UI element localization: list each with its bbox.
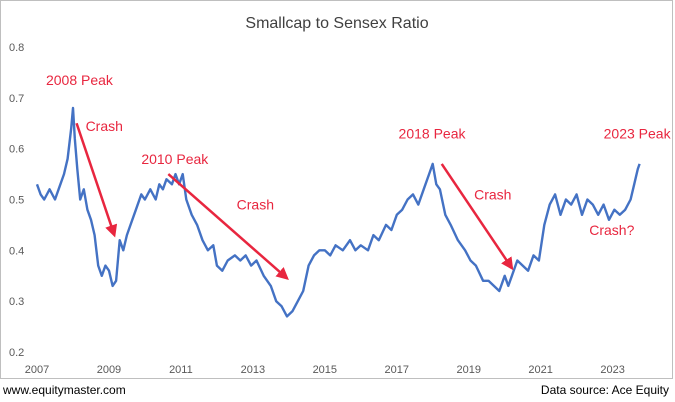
- x-tick-label: 2011: [169, 364, 193, 376]
- x-axis-ticks: 2007 2009 2011 2013 2015 2017 2019 2021 2023: [25, 364, 625, 376]
- y-tick-label: 0.2: [9, 347, 24, 359]
- x-tick-label: 2009: [97, 364, 121, 376]
- x-tick-label: 2015: [313, 364, 337, 376]
- y-tick-label: 0.4: [9, 245, 24, 257]
- chart-title: Smallcap to Sensex Ratio: [245, 15, 428, 32]
- annotation-label: 2010 Peak: [141, 151, 209, 167]
- crash-arrow: [167, 173, 289, 280]
- x-tick-label: 2021: [528, 364, 552, 376]
- crash-arrow: [75, 122, 118, 238]
- x-tick-label: 2017: [385, 364, 409, 376]
- series-line: [35, 106, 641, 318]
- x-tick-label: 2007: [25, 364, 49, 376]
- series-lines: [35, 106, 641, 318]
- y-tick-label: 0.7: [9, 93, 24, 105]
- annotation-label: 2008 Peak: [46, 72, 114, 88]
- x-tick-label: 2023: [600, 364, 624, 376]
- ratio-chart: Smallcap to Sensex Ratio 0.2 0.3 0.4 0.5 0.6…: [9, 15, 672, 376]
- footer-website: www.equitymaster.com: [3, 383, 126, 397]
- x-tick-label: 2013: [241, 364, 265, 376]
- footer-data-source: Data source: Ace Equity: [540, 383, 669, 397]
- y-tick-label: 0.5: [9, 195, 24, 207]
- crash-arrow: [440, 163, 514, 271]
- annotations: 2008 Peak Crash 2010 Peak Crash 2018 Peak Cra…: [46, 72, 672, 238]
- y-axis-ticks: 0.2 0.3 0.4 0.5 0.6 0.7 0.8: [9, 42, 24, 359]
- chart-frame: Smallcap to Sensex Ratio 0.2 0.3 0.4 0.5 0.6…: [0, 0, 673, 379]
- annotation-label: 2023 Peak: [604, 126, 672, 142]
- y-tick-label: 0.6: [9, 144, 24, 156]
- y-tick-label: 0.8: [9, 42, 24, 54]
- annotation-label: Crash: [474, 187, 511, 203]
- annotation-label: Crash?: [589, 222, 634, 238]
- x-tick-label: 2019: [456, 364, 480, 376]
- y-tick-label: 0.3: [9, 296, 24, 308]
- annotation-label: Crash: [237, 197, 274, 213]
- annotation-label: 2018 Peak: [399, 126, 467, 142]
- annotation-label: Crash: [86, 118, 123, 134]
- annotation-arrows: [75, 122, 514, 280]
